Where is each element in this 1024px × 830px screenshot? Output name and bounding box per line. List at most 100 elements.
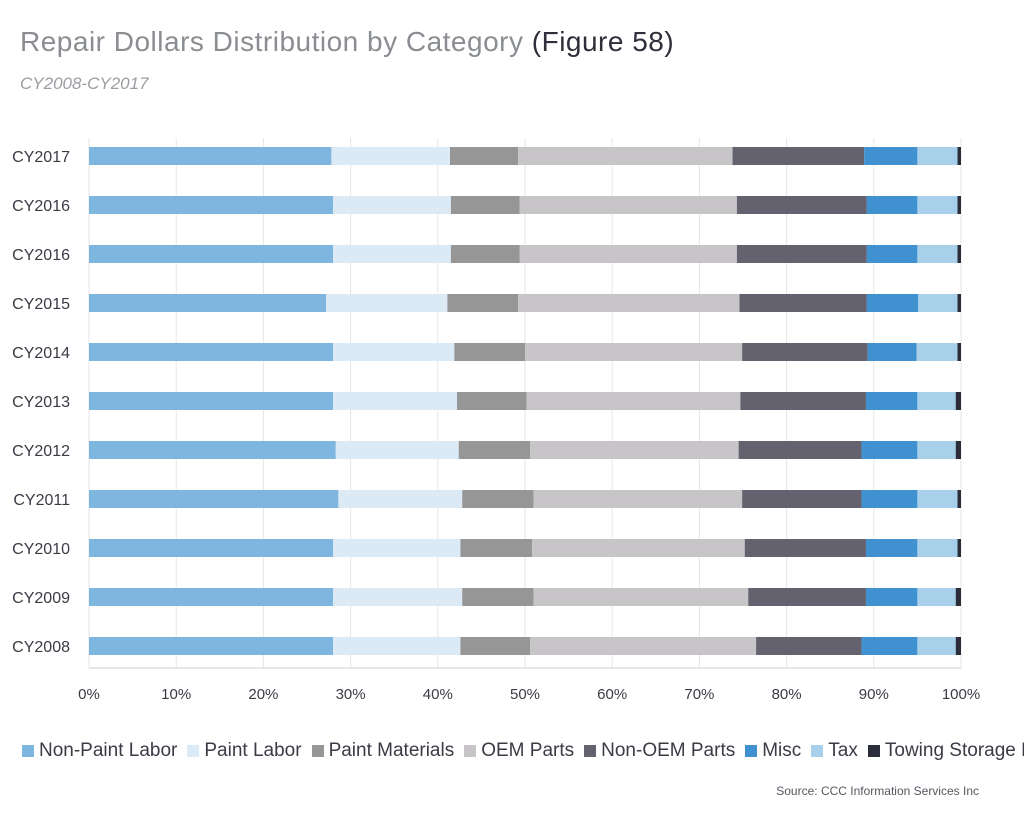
- category-label: CY2010: [12, 541, 70, 558]
- bar-segment: [89, 637, 334, 655]
- bar-segment: [955, 588, 961, 606]
- figure-number: (Figure 58): [531, 26, 675, 57]
- legend-swatch: [22, 745, 34, 757]
- bar-row: [89, 392, 961, 410]
- x-tick-label: 10%: [161, 686, 191, 703]
- bar-segment: [530, 637, 757, 655]
- bar-segment: [955, 392, 961, 410]
- bar-segment: [917, 196, 958, 214]
- category-label: CY2016: [12, 247, 70, 264]
- x-tick-label: 20%: [248, 686, 278, 703]
- bar-row: [89, 539, 961, 557]
- x-tick-label: 0%: [78, 686, 100, 703]
- x-tick-label: 50%: [510, 686, 540, 703]
- bar-segment: [916, 343, 958, 361]
- bar-segment: [918, 294, 958, 312]
- bar-segment: [957, 490, 961, 508]
- legend-label: Misc: [762, 740, 802, 761]
- bar-segment: [530, 441, 739, 459]
- bar-segment: [957, 539, 961, 557]
- bar-segment: [955, 441, 961, 459]
- bar-segment: [865, 539, 918, 557]
- x-tick-label: 30%: [336, 686, 366, 703]
- legend-swatch: [811, 745, 824, 757]
- bar-segment: [861, 637, 918, 655]
- bar-segment: [338, 490, 463, 508]
- bar-segment: [333, 343, 455, 361]
- bar-segment: [917, 539, 958, 557]
- chart-subtitle: CY2008-CY2017: [20, 74, 149, 93]
- bar-segment: [867, 343, 917, 361]
- bar-segment: [861, 441, 918, 459]
- bar-row: [89, 343, 961, 361]
- bar-segment: [333, 637, 461, 655]
- bar-segment: [89, 147, 332, 165]
- bar-segment: [957, 245, 961, 263]
- legend-item: Non-Paint Labor: [22, 740, 177, 762]
- bar-segment: [456, 392, 527, 410]
- bar-segment: [450, 147, 519, 165]
- bar-segment: [742, 490, 862, 508]
- category-label: CY2008: [12, 639, 70, 656]
- bar-segment: [462, 490, 534, 508]
- bar-row: [89, 294, 961, 312]
- category-label: CY2017: [12, 149, 70, 166]
- bar-segment: [89, 441, 336, 459]
- bar-segment: [917, 588, 956, 606]
- bar-segment: [957, 196, 961, 214]
- bar-segment: [89, 490, 339, 508]
- bar-segment: [454, 343, 525, 361]
- legend-label: Paint Materials: [328, 740, 455, 761]
- bar-segment: [89, 343, 334, 361]
- bar-segment: [738, 441, 862, 459]
- bar-segment: [518, 294, 740, 312]
- bar-segment: [917, 245, 958, 263]
- bar-segment: [865, 392, 918, 410]
- legend-item: Paint Materials: [311, 740, 455, 762]
- legend-item: Tax: [811, 740, 858, 762]
- legend-item: Misc: [745, 740, 801, 762]
- legend-label: Tax: [828, 740, 858, 761]
- bar-segment: [957, 147, 961, 165]
- bar-segment: [458, 441, 531, 459]
- legend-label: Towing Storage EPC: [884, 740, 1024, 761]
- bar-segment: [519, 196, 737, 214]
- bar-row: [89, 588, 961, 606]
- legend: Non-Paint Labor Paint Labor Paint Material…: [22, 740, 1024, 762]
- bar-segment: [957, 294, 961, 312]
- x-tick-label: 100%: [942, 686, 980, 703]
- bar-row: [89, 637, 961, 655]
- bar-segment: [865, 588, 918, 606]
- bar-row: [89, 441, 961, 459]
- bar-segment: [331, 147, 451, 165]
- bar-row: [89, 196, 961, 214]
- bar-segment: [744, 539, 866, 557]
- category-label: CY2016: [12, 198, 70, 215]
- bar-segment: [756, 637, 862, 655]
- legend-swatch: [187, 745, 200, 757]
- bar-segment: [460, 539, 532, 557]
- bar-segment: [326, 294, 448, 312]
- chart-title-text: Repair Dollars Distribution by Category: [20, 26, 524, 57]
- bar-segment: [866, 294, 919, 312]
- bar-segment: [460, 637, 531, 655]
- bar-segment: [861, 490, 918, 508]
- bar-segment: [739, 294, 867, 312]
- bar-segment: [531, 539, 745, 557]
- bar-segment: [335, 441, 459, 459]
- bar-row: [89, 245, 961, 263]
- bar-row: [89, 490, 961, 508]
- legend-label: Paint Labor: [204, 740, 302, 761]
- x-tick-label: 90%: [859, 686, 889, 703]
- legend-swatch: [311, 745, 324, 757]
- bar-segment: [742, 343, 868, 361]
- bar-segment: [740, 392, 866, 410]
- category-label: CY2015: [12, 296, 70, 313]
- stacked-bar-chart: CY2017 CY2016 CY2016 CY2015 CY2014 CY2013 CY20…: [12, 138, 980, 703]
- bar-segment: [525, 343, 743, 361]
- legend-swatch: [745, 745, 758, 757]
- bar-segment: [89, 588, 334, 606]
- source-note: Source: CCC Information Services Inc: [776, 784, 979, 798]
- category-label: CY2012: [12, 443, 70, 460]
- bar-segment: [518, 147, 733, 165]
